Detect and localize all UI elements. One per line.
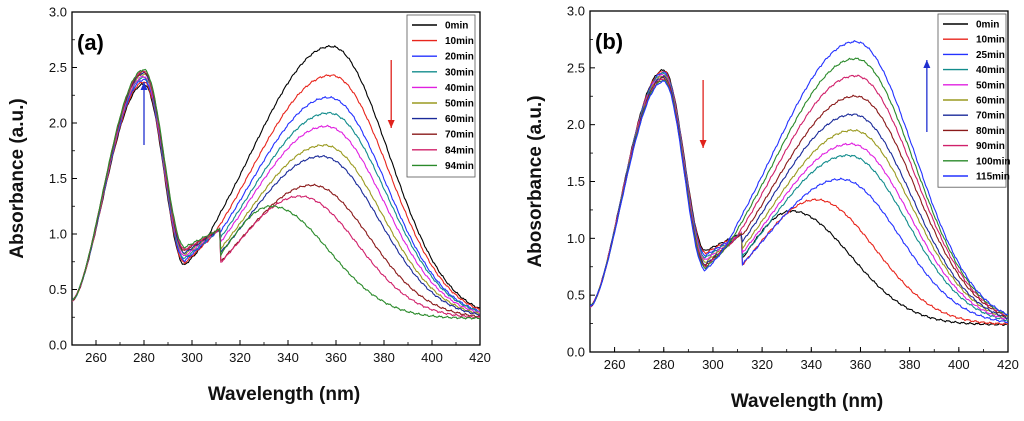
x-axis-title: Wavelength (nm)	[731, 391, 883, 412]
legend: 0min 10min 20min 30min 40min 50min 60min 70min 8…	[406, 14, 476, 178]
legend-label: 80min	[976, 126, 1005, 137]
legend-label: 60min	[976, 96, 1005, 107]
series-line-84min	[72, 70, 480, 319]
x-tick-label: 360	[325, 350, 347, 365]
x-tick-label: 420	[469, 350, 491, 365]
series-line-50min	[590, 73, 1008, 321]
y-tick-label: 2.5	[567, 60, 585, 75]
x-tick-label: 400	[421, 350, 443, 365]
legend-label: 10min	[445, 36, 474, 47]
legend-label: 40min	[976, 65, 1005, 76]
series-line-40min	[72, 75, 480, 314]
x-tick-label: 260	[85, 350, 107, 365]
legend-label: 0min	[445, 21, 468, 32]
y-tick-label: 1.5	[567, 174, 585, 189]
legend-label: 115min	[976, 172, 1010, 183]
x-tick-label: 280	[653, 357, 675, 372]
legend-label: 60min	[445, 114, 474, 125]
series-line-100min	[590, 57, 1008, 317]
legend-label: 100min	[976, 156, 1010, 167]
series-line-90min	[590, 74, 1008, 317]
x-tick-label: 400	[948, 357, 970, 372]
series-line-0min	[72, 44, 480, 309]
panel-label: (a)	[77, 30, 104, 55]
legend: 0min 10min 25min 40min 50min 60min 70min 80min 9…	[937, 13, 1010, 188]
series-line-70min	[72, 70, 480, 318]
x-tick-label: 320	[229, 350, 251, 365]
panel-label: (b)	[595, 29, 623, 54]
legend-label: 90min	[976, 141, 1005, 152]
y-axis-title: Abosorbance (a.u.)	[525, 95, 546, 267]
x-tick-label: 320	[751, 357, 773, 372]
y-tick-label: 1.0	[49, 227, 67, 242]
y-tick-label: 2.0	[49, 116, 67, 131]
legend-label: 30min	[445, 67, 474, 78]
x-tick-label: 260	[604, 357, 626, 372]
series-line-10min	[72, 74, 480, 311]
arrow-up	[923, 60, 931, 132]
series-line-10min	[590, 70, 1008, 326]
y-tick-label: 0.0	[49, 338, 67, 353]
series-line-20min	[72, 78, 480, 313]
panel-b: 260 280 300 320 340 360 380 400 420 0.0 0.5 1.0 1.5 2…	[525, 4, 1019, 413]
x-tick-label: 420	[997, 357, 1019, 372]
legend-label: 70min	[976, 111, 1005, 122]
legend-label: 70min	[445, 130, 474, 141]
x-tick-label: 380	[373, 350, 395, 365]
x-tick-label: 360	[850, 357, 872, 372]
legend-label: 94min	[445, 161, 474, 172]
y-axis-title: Absorbance (a.u.)	[7, 98, 28, 258]
series-line-60min	[72, 71, 480, 317]
y-tick-label: 2.5	[49, 60, 67, 75]
y-tick-label: 1.5	[49, 171, 67, 186]
panel-a: 260 280 300 320 340 360 380 400 420 0.0 0.5 1.0 1.5 2…	[7, 5, 491, 406]
legend-label: 25min	[976, 50, 1005, 61]
series-line-25min	[590, 71, 1008, 324]
legend-label: 50min	[976, 80, 1005, 91]
y-tick-label: 3.0	[567, 4, 585, 19]
legend-label: 84min	[445, 145, 474, 156]
y-tick-label: 0.5	[567, 288, 585, 303]
series-group	[72, 44, 480, 320]
x-tick-label: 300	[702, 357, 724, 372]
series-line-115min	[590, 40, 1008, 316]
x-tick-label: 340	[277, 350, 299, 365]
y-tick-label: 0.0	[567, 345, 585, 360]
series-line-94min	[72, 68, 480, 320]
x-tick-label: 380	[899, 357, 921, 372]
legend-label: 40min	[445, 83, 474, 94]
series-line-60min	[590, 74, 1008, 320]
x-axis-title: Wavelength (nm)	[208, 384, 360, 405]
legend-label: 10min	[976, 35, 1005, 46]
y-tick-label: 0.5	[49, 282, 67, 297]
x-tick-label: 340	[800, 357, 822, 372]
arrow-down	[699, 80, 707, 148]
legend-label: 0min	[976, 20, 999, 31]
y-tick-label: 2.0	[567, 117, 585, 132]
x-tick-label: 280	[133, 350, 155, 365]
legend-label: 50min	[445, 99, 474, 110]
y-tick-label: 3.0	[49, 5, 67, 20]
arrow-up	[140, 82, 148, 145]
series-group	[590, 40, 1008, 327]
series-line-30min	[72, 75, 480, 313]
x-tick-label: 300	[181, 350, 203, 365]
y-tick-label: 1.0	[567, 231, 585, 246]
arrow-down	[387, 60, 395, 128]
legend-label: 20min	[445, 52, 474, 63]
